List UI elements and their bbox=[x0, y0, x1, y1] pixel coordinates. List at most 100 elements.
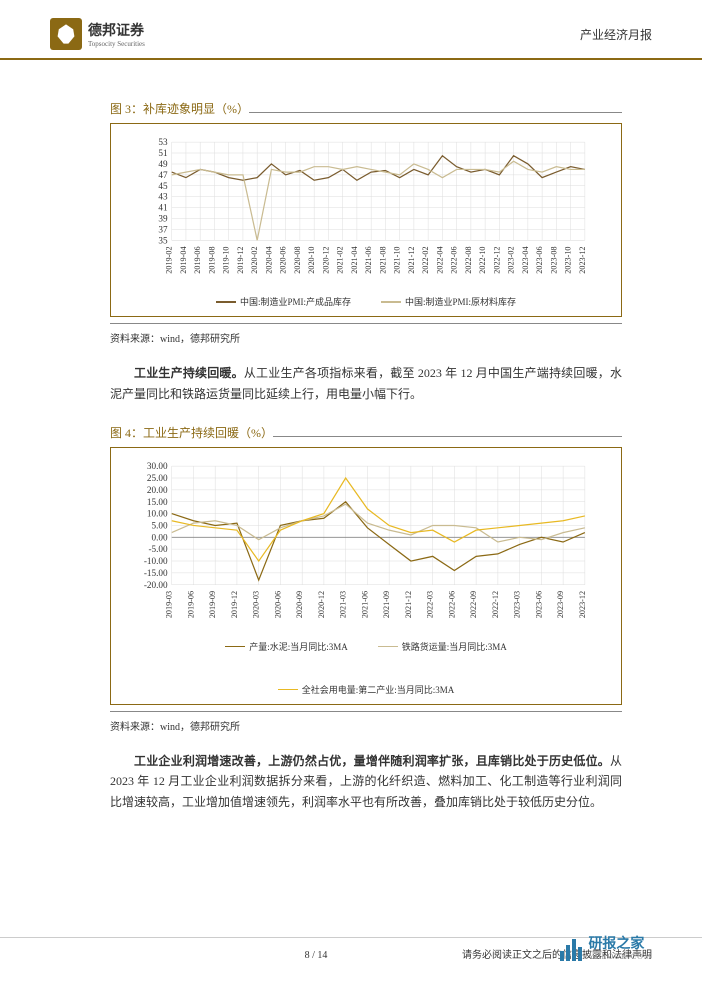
svg-text:2020-06: 2020-06 bbox=[273, 591, 282, 618]
logo: 德邦证券 Topsocity Securities bbox=[50, 18, 145, 50]
watermark-sub: YBLOOK.COM bbox=[588, 952, 652, 961]
svg-text:35: 35 bbox=[158, 235, 168, 245]
svg-text:2022-06: 2022-06 bbox=[447, 591, 456, 618]
svg-text:2022-02: 2022-02 bbox=[421, 246, 430, 273]
svg-text:2019-02: 2019-02 bbox=[165, 246, 174, 273]
paragraph-2: 工业企业利润增速改善，上游仍然占优，量增伴随利润率扩张，且库销比处于历史低位。从… bbox=[110, 751, 622, 812]
fig4-title-row: 图 4：工业生产持续回暖（%） bbox=[110, 424, 622, 441]
svg-text:2023-02: 2023-02 bbox=[507, 246, 516, 273]
svg-text:5.00: 5.00 bbox=[152, 521, 168, 531]
title-line bbox=[249, 112, 622, 113]
legend-item: 产量:水泥:当月同比:3MA bbox=[225, 640, 348, 653]
legend-item: 全社会用电量:第二产业:当月同比:3MA bbox=[278, 683, 455, 696]
watermark-icon bbox=[560, 937, 582, 961]
page-header: 德邦证券 Topsocity Securities 产业经济月报 bbox=[0, 0, 702, 60]
svg-text:47: 47 bbox=[158, 170, 168, 180]
fig4-source: 资料来源：wind，德邦研究所 bbox=[110, 718, 622, 733]
svg-text:2020-12: 2020-12 bbox=[321, 246, 330, 273]
svg-text:2019-09: 2019-09 bbox=[208, 591, 217, 618]
svg-text:39: 39 bbox=[158, 214, 168, 224]
svg-text:2022-12: 2022-12 bbox=[492, 246, 501, 273]
header-title: 产业经济月报 bbox=[580, 26, 652, 43]
svg-text:2020-04: 2020-04 bbox=[264, 246, 273, 273]
svg-text:2020-12: 2020-12 bbox=[317, 591, 326, 618]
svg-text:2023-03: 2023-03 bbox=[513, 591, 522, 618]
para1-bold: 工业生产持续回暖。 bbox=[134, 366, 244, 380]
svg-text:2019-12: 2019-12 bbox=[236, 246, 245, 273]
fig3-chart-box: 35373941434547495153 2019-02 2019-04 2019-0… bbox=[110, 123, 622, 317]
fig3-legend: 中国:制造业PMI:产成品库存 中国:制造业PMI:原材料库存 bbox=[141, 295, 591, 308]
fig3-chart: 35373941434547495153 2019-02 2019-04 2019-0… bbox=[141, 136, 591, 289]
legend-item: 铁路货运量:当月同比:3MA bbox=[378, 640, 507, 653]
svg-text:2020-10: 2020-10 bbox=[307, 246, 316, 273]
watermark: 研报之家 YBLOOK.COM bbox=[560, 937, 652, 961]
svg-text:-5.00: -5.00 bbox=[148, 544, 168, 554]
svg-text:53: 53 bbox=[158, 137, 168, 147]
svg-text:2019-04: 2019-04 bbox=[179, 246, 188, 273]
logo-icon bbox=[50, 18, 82, 50]
svg-text:2021-12: 2021-12 bbox=[407, 246, 416, 273]
svg-text:2021-03: 2021-03 bbox=[339, 591, 348, 618]
svg-text:15.00: 15.00 bbox=[147, 497, 168, 507]
legend-item: 中国:制造业PMI:产成品库存 bbox=[216, 295, 351, 308]
svg-text:2023-09: 2023-09 bbox=[556, 591, 565, 618]
svg-text:2023-08: 2023-08 bbox=[549, 246, 558, 273]
svg-text:2020-08: 2020-08 bbox=[293, 246, 302, 273]
fig4-chart: -20.00-15.00-10.00-5.000.005.0010.0015.0… bbox=[141, 460, 591, 634]
fig3-source: 资料来源：wind，德邦研究所 bbox=[110, 330, 622, 345]
fig3-title-row: 图 3：补库迹象明显（%） bbox=[110, 100, 622, 117]
svg-text:45: 45 bbox=[158, 181, 168, 191]
svg-text:2023-10: 2023-10 bbox=[564, 246, 573, 273]
svg-text:2021-08: 2021-08 bbox=[378, 246, 387, 273]
svg-text:2022-10: 2022-10 bbox=[478, 246, 487, 273]
svg-text:2021-04: 2021-04 bbox=[350, 246, 359, 273]
svg-text:30.00: 30.00 bbox=[147, 461, 168, 471]
svg-text:2019-06: 2019-06 bbox=[193, 246, 202, 273]
watermark-name: 研报之家 bbox=[588, 938, 652, 952]
logo-sub: Topsocity Securities bbox=[88, 40, 145, 48]
svg-text:2021-06: 2021-06 bbox=[360, 591, 369, 618]
svg-text:25.00: 25.00 bbox=[147, 473, 168, 483]
svg-text:2019-06: 2019-06 bbox=[186, 591, 195, 618]
svg-text:2023-04: 2023-04 bbox=[521, 246, 530, 273]
svg-text:2021-09: 2021-09 bbox=[382, 591, 391, 618]
fig4-legend: 产量:水泥:当月同比:3MA 铁路货运量:当月同比:3MA 全社会用电量:第二产业:… bbox=[141, 640, 591, 696]
svg-text:2022-08: 2022-08 bbox=[464, 246, 473, 273]
svg-text:-10.00: -10.00 bbox=[144, 556, 168, 566]
svg-text:2021-06: 2021-06 bbox=[364, 246, 373, 273]
page-number: 8 / 14 bbox=[170, 950, 462, 961]
svg-text:2021-12: 2021-12 bbox=[404, 591, 413, 618]
content: 图 3：补库迹象明显（%） 35373941434547495153 2019-0… bbox=[0, 60, 702, 812]
svg-text:2020-02: 2020-02 bbox=[250, 246, 259, 273]
title-line bbox=[273, 436, 622, 437]
fig3-title: 图 3：补库迹象明显（%） bbox=[110, 100, 249, 117]
source-line bbox=[110, 323, 622, 324]
fig4-chart-box: -20.00-15.00-10.00-5.000.005.0010.0015.0… bbox=[110, 447, 622, 705]
svg-text:2022-04: 2022-04 bbox=[435, 246, 444, 273]
svg-text:41: 41 bbox=[158, 203, 168, 213]
svg-text:43: 43 bbox=[158, 192, 168, 202]
svg-text:20.00: 20.00 bbox=[147, 485, 168, 495]
svg-text:2022-06: 2022-06 bbox=[450, 246, 459, 273]
svg-text:2021-02: 2021-02 bbox=[336, 246, 345, 273]
logo-main: 德邦证券 bbox=[88, 20, 145, 40]
paragraph-1: 工业生产持续回暖。从工业生产各项指标来看，截至 2023 年 12 月中国生产端… bbox=[110, 363, 622, 404]
svg-text:2020-09: 2020-09 bbox=[295, 591, 304, 618]
source-line bbox=[110, 711, 622, 712]
svg-text:2019-03: 2019-03 bbox=[165, 591, 174, 618]
svg-text:2020-03: 2020-03 bbox=[252, 591, 261, 618]
svg-text:51: 51 bbox=[158, 148, 168, 158]
svg-text:2022-03: 2022-03 bbox=[426, 591, 435, 618]
svg-text:2022-12: 2022-12 bbox=[491, 591, 500, 618]
svg-text:49: 49 bbox=[158, 159, 168, 169]
svg-text:2020-06: 2020-06 bbox=[279, 246, 288, 273]
svg-text:-20.00: -20.00 bbox=[144, 580, 168, 590]
svg-text:2021-10: 2021-10 bbox=[393, 246, 402, 273]
svg-text:2019-08: 2019-08 bbox=[207, 246, 216, 273]
legend-item: 中国:制造业PMI:原材料库存 bbox=[381, 295, 516, 308]
svg-text:37: 37 bbox=[158, 224, 168, 234]
svg-text:0.00: 0.00 bbox=[152, 533, 168, 543]
para2-bold: 工业企业利润增速改善，上游仍然占优，量增伴随利润率扩张，且库销比处于历史低位。 bbox=[134, 754, 610, 768]
svg-text:2019-10: 2019-10 bbox=[222, 246, 231, 273]
svg-text:2019-12: 2019-12 bbox=[230, 591, 239, 618]
